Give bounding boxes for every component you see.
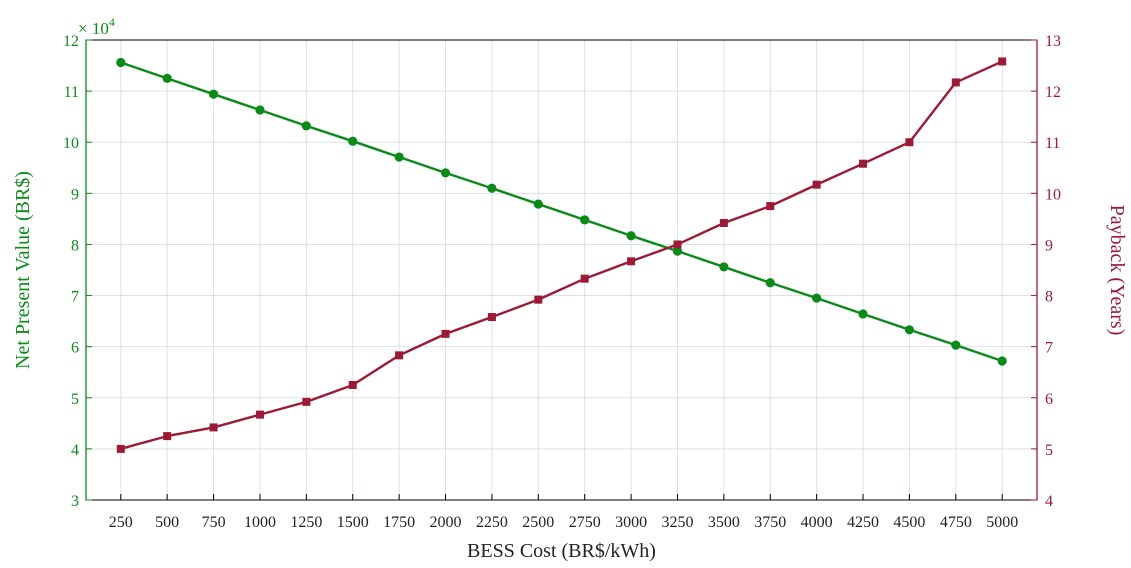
x-tick-label: 3250 [661, 514, 693, 531]
left-y-tick-label: 9 [71, 186, 79, 203]
npv-point [394, 152, 404, 162]
right-y-tick-label: 4 [1045, 493, 1053, 510]
npv-point [162, 73, 172, 83]
x-tick-label: 4750 [940, 514, 972, 531]
x-tick-label: 3000 [615, 514, 647, 531]
payback-point [255, 410, 264, 419]
x-tick-label: 2000 [430, 514, 462, 531]
npv-point [765, 278, 775, 288]
x-tick-label: 1000 [244, 514, 276, 531]
npv-point [904, 325, 915, 335]
left-axis-multiplier-exponent: 4 [109, 15, 115, 29]
right-axis-title: Payback (Years) [1106, 205, 1128, 336]
npv-point [348, 136, 358, 146]
right-y-tick-label: 12 [1045, 84, 1061, 101]
x-tick-label: 750 [202, 514, 226, 531]
right-y-tick-label: 11 [1045, 135, 1060, 152]
right-y-tick-label: 10 [1045, 186, 1061, 203]
payback-point [951, 78, 960, 87]
payback-point [441, 329, 450, 338]
left-y-tick-label: 12 [63, 33, 79, 50]
x-tick-label: 3500 [708, 514, 740, 531]
payback-point [998, 57, 1007, 66]
npv-point [812, 293, 822, 303]
x-tick-label: 3750 [754, 514, 786, 531]
left-axis-title: Net Present Value (BR$) [12, 171, 34, 369]
npv-point [997, 356, 1007, 366]
left-y-tick-label: 3 [71, 493, 79, 510]
right-y-tick-label: 9 [1045, 237, 1053, 254]
x-tick-label: 4500 [893, 514, 925, 531]
series-layer [116, 57, 1007, 453]
left-y-tick-label: 7 [71, 289, 79, 306]
payback-point [534, 295, 543, 304]
left-axis-multiplier-base: × 10 [78, 19, 109, 38]
npv-point [672, 246, 683, 256]
payback-point [163, 432, 172, 441]
axes: 250 500 750 1000 1250 1500 1750 2000 2250 2500 275… [63, 33, 1061, 531]
payback-point [116, 444, 125, 453]
payback-point [348, 381, 357, 389]
npv-point [208, 89, 219, 99]
payback-point [812, 180, 821, 189]
payback-point [487, 313, 496, 322]
x-tick-label: 4000 [801, 514, 833, 531]
right-y-tick-label: 8 [1045, 289, 1053, 306]
npv-point [301, 121, 311, 131]
npv-line [120, 61, 1003, 363]
x-axis-title: BESS Cost (BR$/kWh) [467, 540, 656, 562]
x-tick-label: 2750 [569, 514, 601, 531]
left-axis-multiplier: × 104 [78, 15, 115, 38]
npv-point [440, 168, 451, 178]
x-tick-label: 2500 [522, 514, 554, 531]
x-tick-label: 4250 [847, 514, 879, 531]
payback-point [209, 423, 218, 432]
npv-point [255, 105, 265, 115]
payback-point [395, 351, 404, 360]
npv-point [533, 199, 543, 209]
payback-point [627, 257, 636, 266]
npv-point [719, 262, 729, 272]
left-y-tick-label: 11 [64, 84, 79, 101]
payback-line [120, 60, 1003, 451]
payback-point [302, 397, 311, 406]
left-y-tick-label: 10 [63, 135, 79, 152]
npv-point [116, 57, 126, 68]
right-y-tick-label: 7 [1045, 340, 1053, 357]
npv-point [626, 231, 636, 241]
plot-frame [85, 39, 1038, 501]
payback-point [580, 274, 589, 283]
payback-point [673, 240, 682, 249]
left-y-tick-label: 5 [71, 391, 79, 408]
right-y-tick-label: 13 [1045, 33, 1061, 50]
payback-point [719, 218, 728, 227]
x-tick-label: 1750 [383, 514, 415, 531]
payback-point [859, 159, 868, 168]
npv-point [858, 309, 868, 319]
x-tick-label: 500 [155, 514, 179, 531]
left-y-tick-label: 8 [71, 237, 79, 254]
right-y-tick-label: 5 [1045, 442, 1053, 459]
x-tick-label: 5000 [986, 514, 1018, 531]
x-tick-label: 1500 [337, 514, 369, 531]
right-y-tick-label: 6 [1045, 391, 1053, 408]
left-y-tick-label: 6 [71, 340, 79, 357]
payback-point [766, 202, 775, 211]
left-y-tick-label: 4 [71, 442, 79, 459]
grid [86, 39, 1037, 501]
x-tick-label: 2250 [476, 514, 508, 531]
npv-point [951, 340, 961, 350]
x-tick-label: 1250 [290, 514, 322, 531]
payback-point [905, 138, 914, 147]
npv-point [487, 183, 497, 193]
npv-point [580, 215, 590, 225]
x-tick-label: 250 [109, 514, 133, 531]
